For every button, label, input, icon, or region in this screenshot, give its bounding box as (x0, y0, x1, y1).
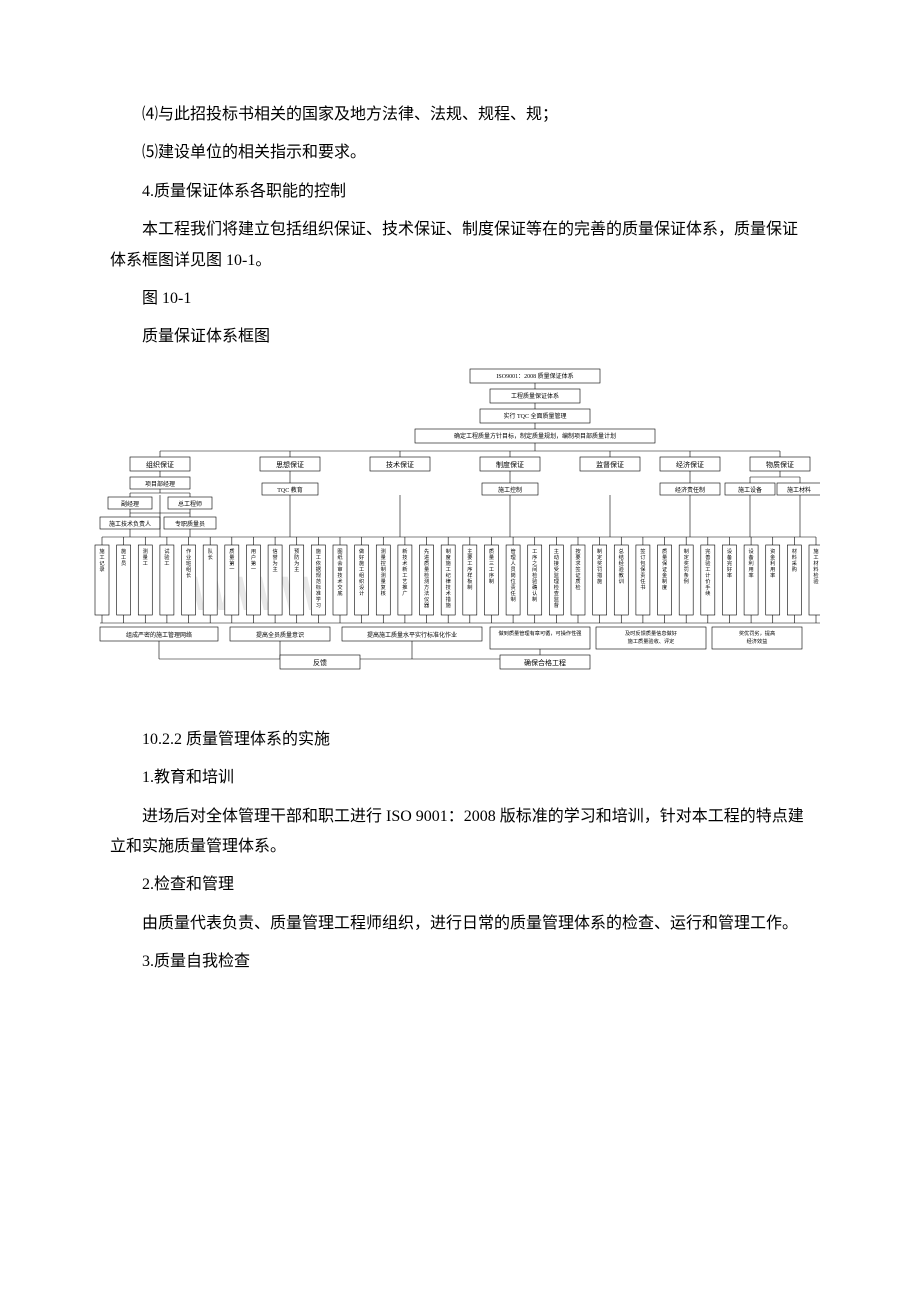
svg-text:质量保证金制度: 质量保证金制度 (662, 547, 668, 591)
top-n4: 确定工程质量方针目标，制定质量规划，编制项目部质量计划 (454, 432, 616, 440)
svg-text:反馈: 反馈 (313, 658, 327, 667)
svg-text:质量第一: 质量第一 (229, 547, 234, 573)
svg-text:工序之间检验确认制: 工序之间检验确认制 (532, 548, 538, 603)
svg-text:思想保证: 思想保证 (276, 460, 304, 469)
svg-text:施工材料: 施工材料 (787, 486, 811, 494)
svg-text:作业班组长: 作业班组长 (186, 547, 192, 579)
svg-text:技术保证: 技术保证 (386, 460, 414, 469)
top-n1: ISO9001：2008 质量保证体系 (496, 372, 573, 380)
fig-number: 图 10-1 (110, 284, 810, 314)
svg-text:做到质量管理有章可循，可操作性强: 做到质量管理有章可循，可操作性强 (498, 629, 581, 637)
svg-text:主要工序样板制: 主要工序样板制 (467, 547, 473, 591)
svg-text:设备利用率: 设备利用率 (748, 547, 754, 579)
svg-text:材料采购: 材料采购 (792, 547, 797, 573)
svg-text:确保合格工程: 确保合格工程 (524, 658, 566, 667)
svg-text:管理人员岗位责任制: 管理人员岗位责任制 (510, 547, 516, 603)
para-4: ⑷与此招投标书相关的国家及地方法律、法规、规程、规； (110, 100, 810, 130)
svg-text:施工质量验收、评定: 施工质量验收、评定 (628, 637, 675, 645)
top-n3: 实行 TQC 全面质量管理 (503, 412, 566, 420)
svg-text:专职质量员: 专职质量员 (175, 520, 205, 528)
svg-text:奖优罚劣，提高: 奖优罚劣，提高 (739, 629, 775, 637)
svg-text:施工记录: 施工记录 (99, 547, 104, 573)
svg-text:施工技术负责人: 施工技术负责人 (109, 520, 151, 528)
svg-text:提高全员质量意识: 提高全员质量意识 (256, 631, 304, 639)
subheading-3: 3.质量自我检查 (110, 947, 810, 977)
svg-text:信誉为主: 信誉为主 (272, 547, 278, 573)
svg-text:经济效益: 经济效益 (747, 637, 768, 645)
svg-text:图纸会审技术交底: 图纸会审技术交底 (337, 548, 342, 597)
svg-text:制定奖罚条例: 制定奖罚条例 (684, 547, 689, 585)
svg-text:设备完好率: 设备完好率 (727, 547, 733, 579)
body-1: 进场后对全体管理干部和职工进行 ISO 9001：2008 版标准的学习和培训，… (110, 802, 810, 863)
svg-text:预防为主: 预防为主 (294, 547, 299, 573)
svg-text:TQC 教育: TQC 教育 (277, 486, 303, 494)
svg-text:组成严密的施工管理网络: 组成严密的施工管理网络 (126, 631, 192, 639)
svg-text:经济责任制: 经济责任制 (675, 486, 705, 494)
svg-text:施工依据规范标准学习: 施工依据规范标准学习 (316, 547, 322, 609)
svg-text:施工材料检验: 施工材料检验 (813, 547, 819, 585)
svg-text:主动接受监理检查监督: 主动接受监理检查监督 (554, 547, 560, 609)
svg-text:按要求签证质检: 按要求签证质检 (575, 547, 581, 591)
svg-text:提高施工质量水平实行标准化作业: 提高施工质量水平实行标准化作业 (367, 631, 457, 639)
body-2: 由质量代表负责、质量管理工程师组织，进行日常的质量管理体系的检查、运行和管理工作… (110, 909, 810, 939)
svg-text:项目部经理: 项目部经理 (145, 480, 175, 488)
svg-text:资金利用率: 资金利用率 (770, 547, 776, 579)
svg-text:总结经验教训: 总结经验教训 (619, 547, 625, 585)
svg-text:组织保证: 组织保证 (146, 460, 174, 469)
quality-system-diagram: WWW ISO9001：2008 质量保证体系 工程质量保证体系 实行 TQC … (80, 365, 820, 685)
svg-text:制定奖罚措施: 制定奖罚措施 (597, 547, 602, 585)
svg-text:先进质量检测方法仪器: 先进质量检测方法仪器 (424, 547, 430, 609)
subheading-2: 2.检查和管理 (110, 870, 810, 900)
svg-text:制度施工纪律技术措施: 制度施工纪律技术措施 (446, 547, 451, 609)
svg-text:施工员: 施工员 (121, 547, 126, 567)
fig-title: 质量保证体系框图 (110, 322, 810, 352)
top-n2: 工程质量保证体系 (511, 392, 559, 400)
svg-text:测量控制测量复核: 测量控制测量复核 (381, 547, 386, 597)
svg-text:经济保证: 经济保证 (676, 460, 704, 469)
svg-text:测量工: 测量工 (143, 547, 148, 567)
section-heading: 10.2.2 质量管理体系的实施 (110, 725, 810, 755)
para-heading-4: 4.质量保证体系各职能的控制 (110, 177, 810, 207)
svg-text:副经理: 副经理 (121, 500, 139, 508)
svg-text:质量三工序制: 质量三工序制 (489, 547, 494, 585)
para-5: ⑸建设单位的相关指示和要求。 (110, 138, 810, 168)
svg-text:完善验工计价手续: 完善验工计价手续 (705, 547, 711, 597)
svg-text:总工程师: 总工程师 (178, 500, 202, 508)
svg-text:制度保证: 制度保证 (496, 460, 524, 469)
svg-text:做好施工组织设计: 做好施工组织设计 (359, 547, 365, 597)
svg-text:物质保证: 物质保证 (766, 460, 794, 469)
svg-text:及时反馈质量信息做好: 及时反馈质量信息做好 (625, 629, 677, 637)
svg-text:签订包保责任书: 签订包保责任书 (640, 547, 646, 591)
subheading-1: 1.教育和培训 (110, 763, 810, 793)
svg-text:施工设备: 施工设备 (738, 486, 762, 494)
svg-text:试验工: 试验工 (164, 547, 170, 567)
svg-text:用户第一: 用户第一 (251, 548, 256, 573)
svg-text:监督保证: 监督保证 (596, 460, 624, 469)
svg-text:施工控制: 施工控制 (498, 486, 522, 494)
para-body-1: 本工程我们将建立包括组织保证、技术保证、制度保证等在的完善的质量保证体系，质量保… (110, 215, 810, 276)
svg-text:新技术新工艺推广: 新技术新工艺推广 (402, 547, 407, 597)
branch-group: 组织保证 思想保证 技术保证 制度保证 监督保证 经济保证 物质保证 (130, 451, 810, 471)
svg-text:队长: 队长 (208, 547, 214, 561)
